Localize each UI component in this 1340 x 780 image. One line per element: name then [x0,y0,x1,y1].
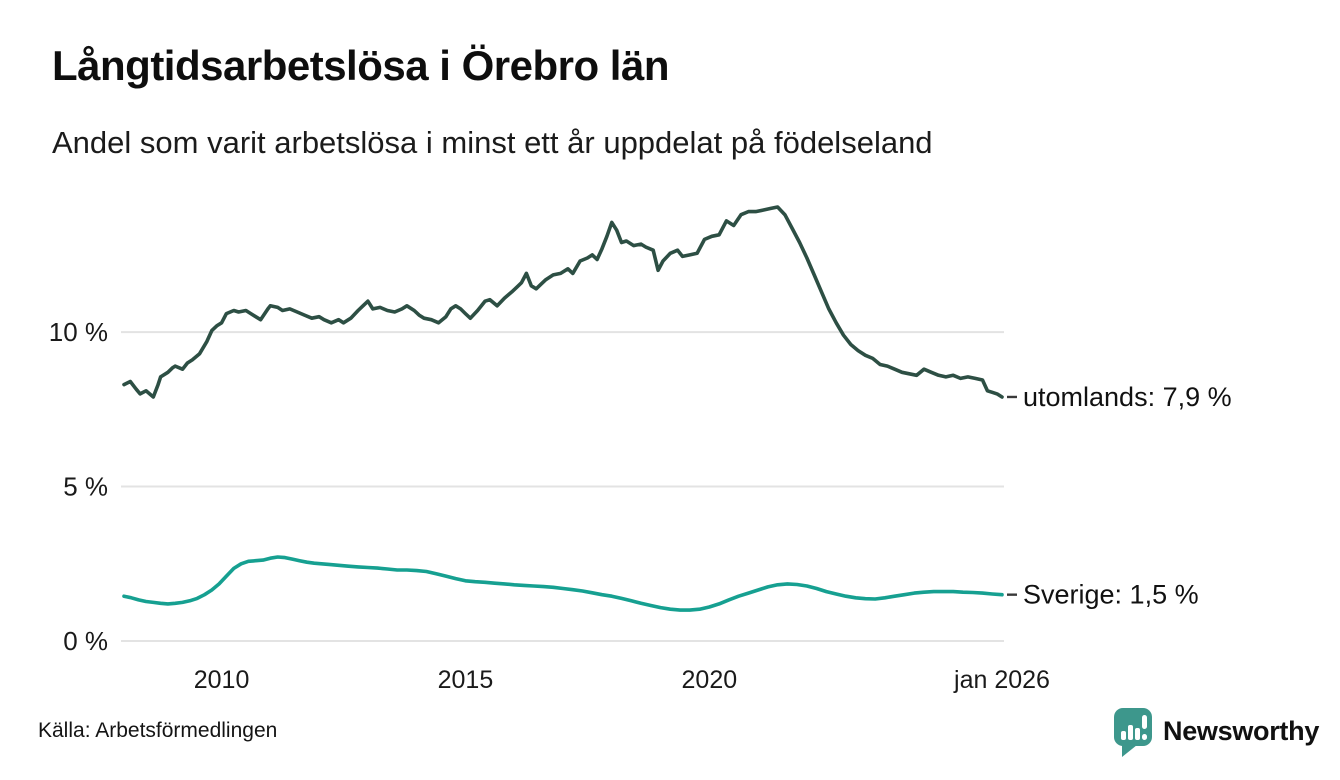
series-end-labels: utomlands: 7,9 % Sverige: 1,5 % [1007,382,1232,610]
y-tick-label-5: 5 % [63,472,108,502]
source-note: Källa: Arbetsförmedlingen [38,719,278,742]
newsworthy-logo[interactable]: Newsworthy [1112,704,1319,758]
sverige-line [122,555,1004,612]
x-tick-label-2020: 2020 [682,666,738,694]
axis-labels: 0 % 5 % 10 % 2010 2015 2020 jan 2026 [49,317,1050,694]
utomlands-end-label: utomlands: 7,9 % [1023,382,1232,412]
utomlands-line [122,205,1004,399]
page-title: Långtidsarbetslösa i Örebro län [52,42,669,89]
sverige-end-label: Sverige: 1,5 % [1023,580,1199,610]
x-tick-label-2015: 2015 [438,666,494,694]
y-tick-label-10: 10 % [49,317,108,347]
page-subtitle: Andel som varit arbetslösa i minst ett å… [52,125,933,160]
gridlines [121,331,1004,642]
y-tick-label-0: 0 % [63,626,108,656]
x-tick-label-2010: 2010 [194,666,250,694]
newsworthy-wordmark: Newsworthy [1163,715,1320,746]
newsworthy-pin-icon [1114,708,1152,757]
x-tick-label-2026: jan 2026 [953,666,1050,694]
series-lines [122,205,1004,612]
